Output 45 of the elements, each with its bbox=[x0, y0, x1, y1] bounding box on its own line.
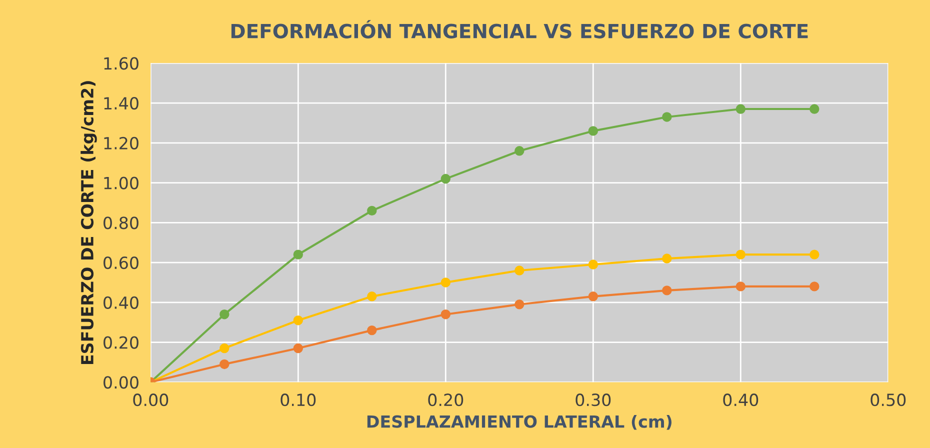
point bbox=[293, 343, 304, 354]
x-tick-label: 0.00 bbox=[133, 394, 168, 406]
point bbox=[514, 146, 524, 156]
y-tick-label: 1.60 bbox=[104, 57, 138, 70]
point bbox=[367, 325, 377, 336]
x-tick-label: 0.10 bbox=[280, 394, 316, 406]
point bbox=[736, 250, 746, 260]
point bbox=[220, 359, 230, 370]
x-axis-title: DESPLAZAMIENTO LATERAL (cm) bbox=[367, 414, 672, 430]
point bbox=[367, 292, 377, 302]
point bbox=[810, 282, 820, 292]
point bbox=[220, 310, 230, 320]
point bbox=[293, 315, 304, 326]
chart-title: DEFORMACIÓN TANGENCIAL VS ESFUERZO DE CORTE bbox=[231, 20, 808, 38]
x-tick-label: 0.30 bbox=[576, 394, 611, 406]
point bbox=[440, 174, 451, 184]
point bbox=[662, 286, 672, 296]
x-tick-label: 0.40 bbox=[723, 394, 758, 406]
y-tick-label: 0.20 bbox=[104, 336, 138, 349]
point bbox=[514, 266, 524, 276]
point bbox=[662, 254, 672, 264]
y-tick-label: 0.40 bbox=[104, 296, 138, 309]
point bbox=[588, 126, 598, 136]
point bbox=[514, 300, 524, 310]
point bbox=[588, 292, 598, 302]
x-tick-label: 0.50 bbox=[870, 394, 906, 406]
y-tick-label: 1.20 bbox=[104, 136, 138, 150]
point bbox=[810, 104, 820, 114]
y-tick-label: 1.40 bbox=[104, 97, 138, 110]
y-tick-label: 0.80 bbox=[104, 216, 138, 230]
point bbox=[588, 260, 598, 270]
y-tick-label: 0.00 bbox=[104, 376, 138, 389]
x-tick-label: 0.20 bbox=[428, 394, 464, 406]
y-tick-label: 1.00 bbox=[104, 176, 138, 190]
point bbox=[662, 112, 672, 122]
point bbox=[736, 104, 746, 114]
point bbox=[220, 343, 230, 354]
point bbox=[736, 282, 746, 292]
point bbox=[810, 250, 820, 260]
point bbox=[367, 206, 377, 216]
point bbox=[440, 310, 451, 320]
point bbox=[440, 278, 451, 288]
point bbox=[293, 250, 304, 260]
y-tick-label: 0.60 bbox=[104, 256, 138, 270]
y-axis-title: ESFUERZO DE CORTE (kg/cm2) bbox=[80, 81, 97, 364]
